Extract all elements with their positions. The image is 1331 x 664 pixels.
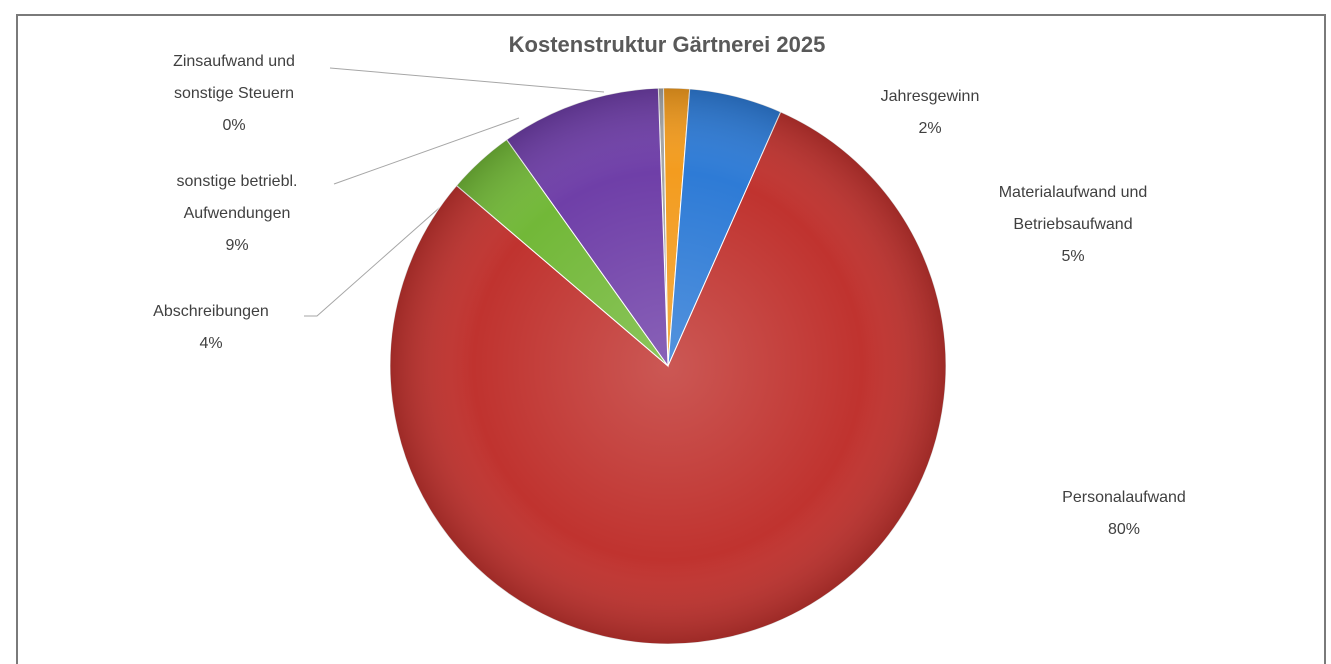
pie-slices (389, 87, 947, 645)
data-label-jahresgewinn: Jahresgewinn 2% (881, 88, 980, 137)
data-label-sonstige-betriebl-aufwendungen: sonstige betriebl. Aufwendungen 9% (177, 173, 298, 254)
data-label-materialaufwand-und-betriebsaufwand: Materialaufwand und Betriebsaufwand 5% (999, 184, 1148, 265)
leader-line-zinsaufwand-und-sonstige-steuern (329, 67, 605, 93)
data-label-zinsaufwand-und-sonstige-steuern: Zinsaufwand und sonstige Steuern 0% (173, 53, 295, 134)
data-labels: Zinsaufwand und sonstige Steuern 0% Jahresg… (153, 53, 1186, 538)
data-label-personalaufwand: Personalaufwand 80% (1062, 489, 1186, 538)
chart-title: Kostenstruktur Gärtnerei 2025 (509, 32, 826, 57)
pie-chart: Kostenstruktur Gärtnerei 2025 Zinsaufwan… (153, 32, 1186, 645)
data-label-abschreibungen: Abschreibungen 4% (153, 303, 269, 352)
